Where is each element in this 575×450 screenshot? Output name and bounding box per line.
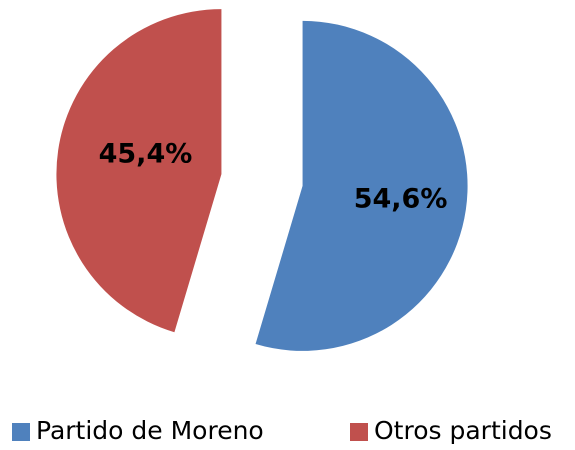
legend-swatch [12,423,30,441]
pie-slice [255,20,468,351]
pie-slice [56,9,222,333]
legend-label: Partido de Moreno [36,416,264,445]
legend-swatch [350,423,368,441]
legend-label: Otros partidos [374,416,552,445]
data-label: 54,6% [354,184,448,215]
data-label: 45,4% [99,138,193,169]
